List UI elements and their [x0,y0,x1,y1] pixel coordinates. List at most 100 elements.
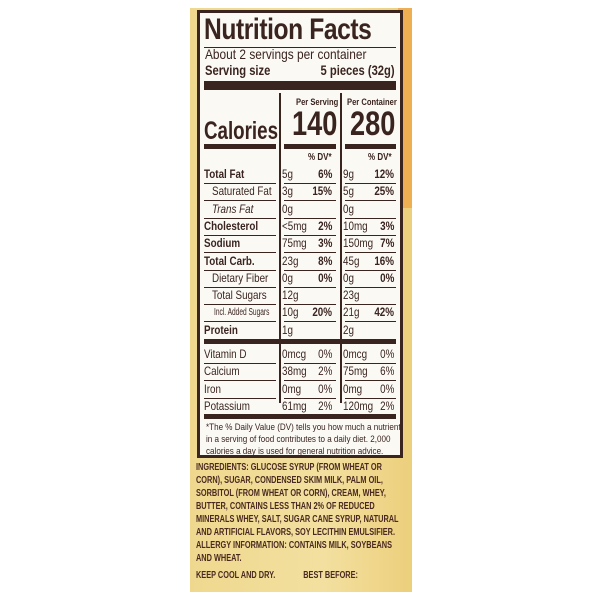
vitamin-row: Iron 0mg 0% 0mg 0% [204,381,396,398]
amount-per-container: 150mg [343,236,374,251]
thick-divider [204,144,276,149]
amount-per-serving: <5mg [282,218,307,233]
dv-per-container: 0% [379,270,394,285]
dv-per-serving: 2% [317,398,332,413]
dv-per-serving: 2% [317,218,332,233]
row-divider [284,269,336,271]
amount-per-container: 9g [343,167,354,181]
nutrient-name: Saturated Fat [212,184,272,199]
amount-per-container: 0g [343,201,354,216]
row-divider [204,200,276,202]
amount-per-serving: 61mg [282,398,307,413]
dv-per-serving: 0% [317,381,332,396]
dv-per-serving: 15% [312,184,332,199]
row-divider [204,397,276,399]
dv-per-serving: 3% [317,236,332,251]
amount-per-container: 10mg [343,218,368,233]
amount-per-serving: 12g [282,288,299,303]
nutrient-name: Vitamin D [204,347,247,361]
row-divider [345,363,396,364]
amount-per-container: 2g [343,322,354,337]
row-divider [345,380,396,382]
amount-per-serving: 23g [282,253,299,268]
dv-per-container: 7% [379,236,394,251]
row-divider [284,397,336,399]
per-serving-header: Per Serving [296,97,339,108]
nutrient-name: Cholesterol [204,218,259,233]
amount-per-serving: 75mg [282,236,307,251]
storage-instructions: KEEP COOL AND DRY. [196,569,276,581]
amount-per-serving: 0g [282,201,293,216]
row-divider [345,234,396,236]
row-divider [284,304,336,306]
ingredients-section: INGREDIENTS: GLUCOSE SYRUP (FROM WHEAT O… [196,461,406,582]
serving-size-label: Serving size [205,62,271,78]
row-divider [284,286,336,288]
thick-divider [345,144,396,149]
row-divider [345,286,396,288]
nutrient-row: Cholesterol <5mg 2% 10mg 3% [204,218,396,235]
row-divider [204,321,276,323]
label-title: Nutrition Facts [204,13,372,46]
amount-per-serving: 38mg [282,364,307,379]
per-container-header: Per Container [347,97,397,108]
amount-per-container: 45g [343,253,360,268]
nutrient-row: Trans Fat 0g 0g [204,201,396,218]
nutrient-row: Protein 1g 2g [204,322,396,339]
amount-per-serving: 5g [282,167,293,181]
vitamin-row: Vitamin D 0mcg 0% 0mcg 0% [204,346,396,363]
row-divider [284,252,336,254]
dv-per-container: 42% [374,305,394,320]
row-divider [345,397,396,399]
nutrient-name: Protein [204,322,238,337]
row-divider [204,304,276,306]
dv-per-serving: 0% [317,347,332,361]
nutrient-name: Calcium [204,364,240,379]
amount-per-container: 75mg [343,364,368,379]
amount-per-serving: 3g [282,184,293,199]
amount-per-serving: 1g [282,322,293,337]
nutrient-row: Incl. Added Sugars 10g 20% 21g 42% [204,304,396,321]
row-divider [284,380,336,382]
row-divider [284,217,336,219]
row-divider [204,269,276,271]
row-divider [204,252,276,254]
row-divider [204,363,276,364]
dv-per-serving: 2% [317,364,332,379]
amount-per-serving: 0mg [282,381,302,396]
amount-per-container: 0mcg [343,347,368,361]
row-divider [204,234,276,236]
dv-per-container: 3% [379,218,394,233]
allergy-info: ALLERGY INFORMATION: CONTAINS MILK, SOYB… [196,539,392,564]
row-divider [284,200,336,202]
row-divider [345,321,396,323]
serving-size-value: 5 pieces (32g) [320,62,395,78]
column-divider [340,93,342,403]
servings-per-container: About 2 servings per container [205,46,367,62]
best-before: BEST BEFORE: [303,569,358,581]
amount-per-container: 23g [343,288,360,303]
amount-per-serving: 10g [282,305,299,320]
row-divider [345,304,396,306]
row-divider [345,217,396,219]
amount-per-serving: 0g [282,270,293,285]
dv-header: % DV* [308,152,332,163]
calories-label: Calories [204,117,279,145]
nutrient-name: Total Carb. [204,253,255,268]
dv-per-serving: 8% [317,253,332,268]
amount-per-container: 5g [343,184,354,199]
storage-row: KEEP COOL AND DRY. BEST BEFORE: [196,569,406,582]
nutrient-row: Saturated Fat 3g 15% 5g 25% [204,183,396,200]
nutrient-row: Sodium 75mg 3% 150mg 7% [204,235,396,252]
dv-per-container: 12% [374,167,394,181]
row-divider [284,183,336,184]
dv-header: % DV* [368,152,392,163]
row-divider [345,252,396,254]
nutrient-row: Dietary Fiber 0g 0% 0g 0% [204,270,396,287]
row-divider [284,321,336,323]
row-divider [345,183,396,184]
vitamin-row: Calcium 38mg 2% 75mg 6% [204,363,396,380]
row-divider [284,234,336,236]
dv-per-container: 6% [379,364,394,379]
nutrient-name: Sodium [204,236,241,251]
